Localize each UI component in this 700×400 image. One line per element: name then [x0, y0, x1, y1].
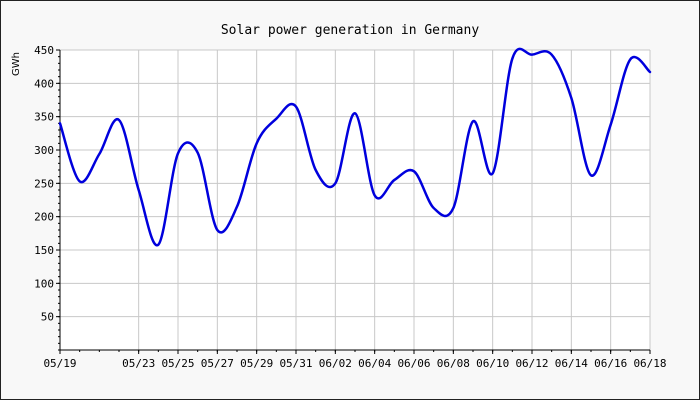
x-tick-label: 06/16 [594, 357, 627, 370]
plot-area [60, 50, 650, 350]
x-tick-label: 06/06 [397, 357, 430, 370]
data-point [373, 194, 375, 196]
data-point [59, 122, 61, 124]
tick-labels: 50 100 150 200 250 300 350 400 450 05/19 05/23 05/2… [34, 44, 666, 370]
x-tick-label: 06/18 [633, 357, 666, 370]
data-point [590, 174, 592, 176]
data-point [137, 189, 139, 191]
x-tick-label: 06/04 [358, 357, 391, 370]
data-point [413, 170, 415, 172]
data-point [354, 112, 356, 114]
data-point [118, 119, 120, 121]
data-point [629, 58, 631, 60]
data-point [295, 105, 297, 107]
data-point [472, 120, 474, 122]
x-tick-label: 06/08 [437, 357, 470, 370]
y-tick-label: 450 [34, 44, 54, 57]
y-tick-label: 50 [41, 311, 54, 324]
y-tick-label: 150 [34, 244, 54, 257]
data-point [314, 169, 316, 171]
data-point [570, 97, 572, 99]
data-point [452, 207, 454, 209]
data-point [491, 172, 493, 174]
data-point [609, 123, 611, 125]
chart-title: Solar power generation in Germany [221, 23, 479, 38]
x-tick-label: 05/19 [43, 357, 76, 370]
x-tick-label: 05/27 [201, 357, 234, 370]
y-tick-label: 100 [34, 277, 54, 290]
x-tick-label: 05/23 [122, 357, 155, 370]
data-point [157, 243, 159, 245]
data-point [78, 180, 80, 182]
x-tick-label: 06/14 [555, 357, 588, 370]
y-axis-label: GWh [11, 52, 22, 76]
y-tick-label: 250 [34, 177, 54, 190]
data-point [531, 53, 533, 55]
data-point [255, 142, 257, 144]
x-tick-label: 06/10 [476, 357, 509, 370]
data-point [432, 207, 434, 209]
data-point [236, 205, 238, 207]
data-point [511, 57, 513, 59]
series [58, 47, 652, 247]
series-line [58, 47, 652, 247]
data-point [334, 182, 336, 184]
data-point [550, 53, 552, 55]
data-point [196, 151, 198, 153]
data-point [98, 153, 100, 155]
y-tick-label: 200 [34, 211, 54, 224]
x-tick-label: 05/29 [240, 357, 273, 370]
data-point [216, 229, 218, 231]
x-tick-label: 05/31 [279, 357, 312, 370]
data-point [275, 117, 277, 119]
y-tick-label: 300 [34, 144, 54, 157]
data-point [649, 71, 651, 73]
x-tick-label: 06/12 [515, 357, 548, 370]
y-tick-label: 400 [34, 77, 54, 90]
data-point [177, 152, 179, 154]
ticks [56, 49, 651, 354]
x-tick-label: 06/02 [319, 357, 352, 370]
x-tick-label: 05/25 [161, 357, 194, 370]
y-tick-label: 350 [34, 111, 54, 124]
data-point [393, 179, 395, 181]
